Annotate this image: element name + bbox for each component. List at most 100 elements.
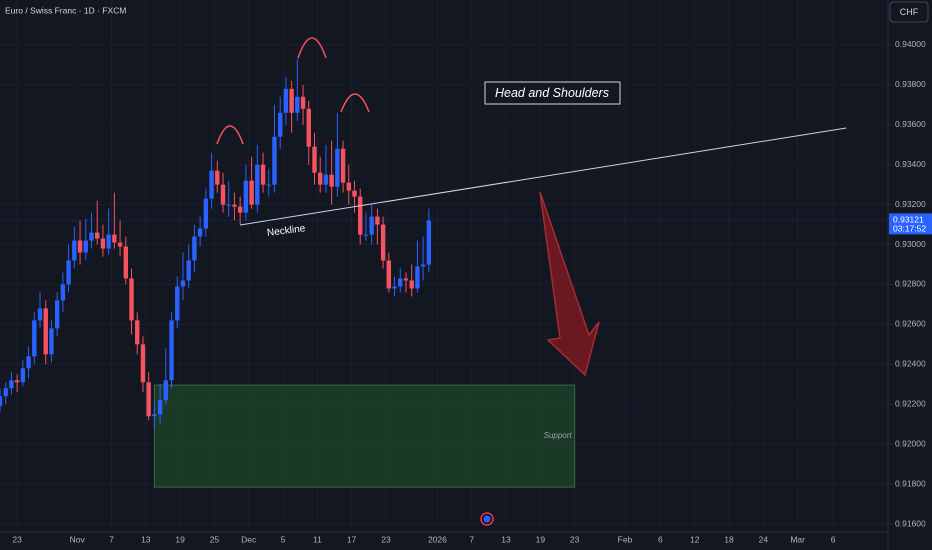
candle-body — [340, 148, 346, 183]
y-tick-label: 0.92800 — [895, 279, 926, 289]
candle-body — [295, 96, 300, 113]
y-tick-label: 0.91800 — [895, 478, 926, 488]
support-label: Support — [544, 431, 573, 440]
candle-body — [106, 234, 111, 249]
x-tick-label: 17 — [347, 534, 357, 544]
candle-body — [352, 190, 357, 197]
neckline — [240, 127, 847, 226]
y-tick-label: 0.92400 — [895, 359, 926, 369]
candle-body — [192, 236, 197, 261]
candle-body — [426, 220, 432, 265]
candle-body — [117, 242, 123, 247]
y-tick-label: 0.92200 — [895, 398, 926, 408]
x-tick-label: 13 — [501, 534, 511, 544]
x-tick-label: 5 — [281, 534, 286, 544]
x-tick-label: 7 — [109, 534, 114, 544]
x-tick-label: 6 — [658, 534, 663, 544]
x-tick-label: Nov — [70, 534, 86, 544]
candle-body — [20, 368, 26, 383]
candle-body — [186, 260, 191, 281]
candle-body — [140, 344, 146, 383]
candle-body — [83, 240, 88, 253]
candle-body — [100, 238, 106, 249]
candle-body — [72, 240, 77, 261]
candle-body — [312, 146, 317, 173]
candle-body — [66, 260, 71, 285]
currency-button[interactable] — [889, 1, 929, 23]
candle-body — [0, 396, 3, 407]
x-tick-label: 11 — [313, 534, 322, 544]
event-icon-dot — [483, 515, 491, 523]
candle-body — [375, 216, 380, 225]
x-tick-label: 23 — [12, 534, 22, 544]
candle-body — [318, 172, 323, 185]
candle-body — [135, 320, 140, 345]
y-tick-label: 0.93800 — [895, 79, 926, 89]
neckline-label: Neckline — [266, 223, 306, 239]
x-tick-label: 6 — [831, 534, 836, 544]
last-price-label: 0.93121 — [893, 215, 924, 225]
shoulder-arc — [216, 125, 244, 145]
candle-body — [323, 174, 329, 185]
currency-label: CHF — [900, 7, 919, 17]
y-tick-label: 0.91600 — [895, 518, 926, 528]
candle-body — [249, 180, 254, 205]
candle-body — [163, 380, 169, 401]
candle-body — [243, 180, 249, 213]
candle-body — [255, 164, 260, 205]
candle-body — [363, 234, 369, 236]
candle-body — [403, 278, 409, 281]
candle-body — [300, 96, 306, 109]
last-price-box — [889, 213, 932, 235]
candle-body — [175, 286, 180, 321]
candle-body — [3, 388, 8, 397]
candle-body — [9, 380, 14, 389]
projection-arrow — [539, 191, 600, 377]
y-tick-label: 0.92000 — [895, 438, 926, 448]
candle-body — [14, 380, 20, 383]
x-tick-label: 19 — [175, 534, 185, 544]
candle-body — [226, 204, 231, 206]
x-tick-label: Mar — [790, 534, 805, 544]
candle-body — [203, 198, 209, 229]
candle-body — [60, 284, 66, 301]
candle-body — [152, 414, 157, 417]
candle-body — [215, 170, 220, 185]
x-tick-label: 18 — [724, 534, 734, 544]
candle-body — [237, 206, 243, 213]
candle-body — [420, 264, 426, 267]
candle-body — [77, 240, 83, 253]
candle-body — [335, 148, 340, 187]
candle-body — [26, 356, 31, 369]
candle-body — [129, 278, 134, 321]
countdown-label: 03:17:52 — [893, 224, 926, 234]
candle-body — [260, 164, 266, 185]
candle-body — [283, 88, 289, 113]
candle-body — [232, 204, 237, 207]
candle-body — [37, 308, 43, 321]
x-tick-label: 19 — [536, 534, 546, 544]
x-tick-label: 25 — [210, 534, 220, 544]
shoulder-arc — [340, 93, 370, 113]
candle-body — [54, 300, 60, 329]
y-tick-label: 0.93000 — [895, 239, 926, 249]
candle-body — [386, 260, 392, 289]
candle-body — [272, 136, 277, 185]
candle-body — [112, 234, 117, 243]
pattern-label-box — [484, 81, 621, 105]
candle-body — [95, 232, 100, 239]
x-tick-label: 13 — [141, 534, 151, 544]
candle-body — [123, 246, 128, 279]
x-tick-label: 24 — [759, 534, 769, 544]
y-tick-label: 0.93400 — [895, 159, 926, 169]
y-tick-label: 0.94000 — [895, 39, 926, 49]
y-tick-label: 0.93200 — [895, 199, 926, 209]
y-tick-label: 0.93600 — [895, 119, 926, 129]
support-zone — [153, 384, 576, 488]
candle-body — [157, 400, 163, 415]
candle-body — [180, 280, 186, 287]
candle-body — [392, 286, 397, 289]
candle-body — [277, 112, 283, 137]
candle-body — [398, 278, 403, 287]
